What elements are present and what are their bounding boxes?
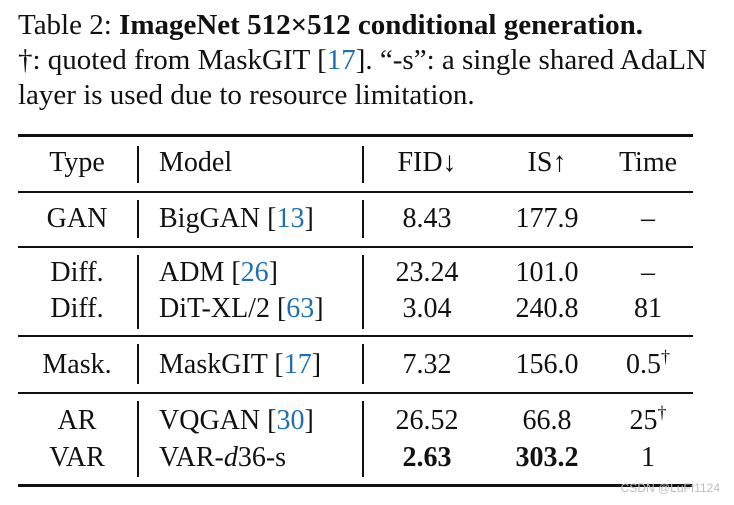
model-cite[interactable]: 13 (276, 203, 305, 234)
table-header-row: Type Model FID↓ IS↑ Time (18, 145, 693, 181)
cell-is: 240.8 (515, 293, 579, 324)
cell-time: – (641, 203, 655, 234)
cell-fid-best: 2.63 (402, 442, 452, 473)
table-row: VAR VAR-d36-s 2.63 303.2 1 (18, 440, 693, 476)
caption-note-part2: ]. “-s”: a single shared AdaLN layer is … (18, 44, 707, 111)
cell-type: AR (57, 405, 97, 436)
caption-note-part1: †: quoted from MaskGIT [ (18, 44, 327, 76)
table-row: Diff. ADM [26] 23.24 101.0 – (18, 255, 693, 291)
model-fid-separator (362, 401, 364, 477)
time-value: 25 (629, 405, 658, 436)
header-time: Time (618, 147, 678, 178)
model-cite[interactable]: 63 (286, 293, 315, 324)
type-model-separator (137, 401, 139, 477)
time-value: 0.5 (626, 349, 661, 380)
cell-type: Diff. (50, 293, 104, 324)
cell-is: 101.0 (515, 257, 579, 288)
cell-type: GAN (46, 203, 108, 234)
type-model-separator (137, 255, 139, 329)
watermark: CSDN @LuFf1124 (620, 481, 720, 495)
model-name-end: 36-s (237, 442, 287, 473)
quoted-dagger: † (661, 346, 670, 367)
model-name: ADM [ (159, 257, 241, 288)
cell-is: 177.9 (515, 203, 579, 234)
cell-model: VQGAN [30] (159, 403, 369, 439)
table-row: GAN BigGAN [13] 8.43 177.9 – (18, 201, 693, 237)
cell-model: MaskGIT [17] (159, 347, 369, 383)
cell-is: 66.8 (522, 405, 572, 436)
model-name: BigGAN [ (159, 203, 277, 234)
caption-note-cite[interactable]: 17 (326, 44, 356, 76)
model-name: VAR- (159, 442, 224, 473)
cell-time: 25† (603, 403, 693, 439)
cell-fid: 8.43 (402, 203, 452, 234)
cell-fid: 26.52 (395, 405, 459, 436)
model-name-end: ] (268, 257, 278, 288)
model-name: VQGAN [ (159, 405, 277, 436)
table-header-rule (18, 191, 693, 193)
cell-fid: 7.32 (402, 349, 452, 380)
cell-type: Diff. (50, 257, 104, 288)
caption-title: ImageNet 512×512 conditional generation. (119, 9, 644, 41)
cell-model: DiT-XL/2 [63] (159, 291, 369, 327)
cell-is-best: 303.2 (515, 442, 579, 473)
table-row: Mask. MaskGIT [17] 7.32 156.0 0.5† (18, 347, 693, 383)
model-name: MaskGIT [ (159, 349, 284, 380)
model-cite[interactable]: 17 (283, 349, 312, 380)
model-fid-separator (362, 255, 364, 329)
table-group-rule-1 (18, 246, 693, 248)
model-name-end: ] (311, 349, 322, 380)
cell-model: ADM [26] (159, 255, 369, 291)
table-top-rule (18, 134, 693, 137)
header-is: IS↑ (527, 147, 567, 178)
cell-model: BigGAN [13] (159, 201, 369, 237)
table-row: AR VQGAN [30] 26.52 66.8 25† (18, 403, 693, 439)
header-type: Type (49, 147, 105, 178)
cell-type: Mask. (42, 349, 112, 380)
type-model-separator (137, 200, 139, 238)
model-name-end: ] (304, 203, 314, 234)
caption-label: Table 2: (18, 9, 112, 41)
quoted-dagger: † (657, 402, 667, 423)
table-bottom-rule (18, 484, 693, 487)
model-cite[interactable]: 26 (240, 257, 269, 288)
type-model-separator (137, 146, 139, 183)
cell-fid: 23.24 (395, 257, 459, 288)
model-name: DiT-XL/2 [ (159, 293, 287, 324)
header-fid: FID↓ (397, 147, 457, 178)
cell-time: 81 (634, 293, 662, 324)
model-cite[interactable]: 30 (276, 405, 305, 436)
type-model-separator (137, 344, 139, 384)
cell-fid: 3.04 (402, 293, 452, 324)
table-caption: Table 2: ImageNet 512×512 conditional ge… (18, 8, 718, 113)
model-fid-separator (362, 146, 364, 183)
cell-is: 156.0 (515, 349, 579, 380)
model-name-end: ] (314, 293, 324, 324)
table-group-rule-3 (18, 392, 693, 394)
table-group-rule-2 (18, 335, 693, 337)
cell-time: 1 (641, 442, 655, 473)
cell-time: – (641, 257, 655, 288)
model-name-italic: d (223, 442, 238, 473)
model-name-end: ] (304, 405, 314, 436)
cell-time: 0.5† (603, 347, 693, 383)
table-row: Diff. DiT-XL/2 [63] 3.04 240.8 81 (18, 291, 693, 327)
header-model: Model (159, 147, 233, 178)
model-fid-separator (362, 344, 364, 384)
cell-model: VAR-d36-s (159, 440, 369, 476)
model-fid-separator (362, 200, 364, 238)
cell-type: VAR (49, 442, 105, 473)
